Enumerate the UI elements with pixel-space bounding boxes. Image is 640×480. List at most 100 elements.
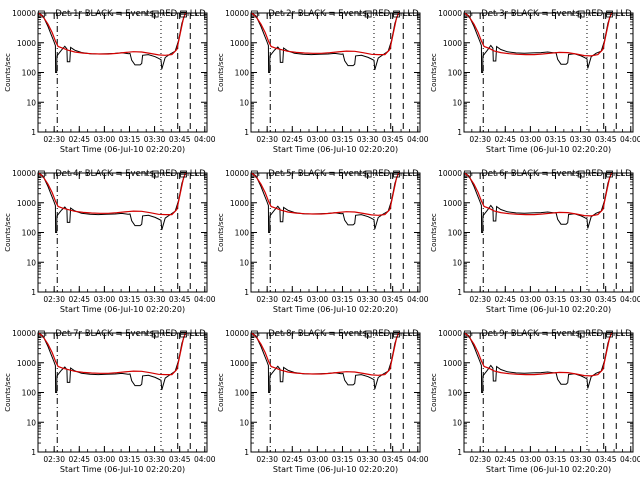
plot-panel: 1 10 100 1000 10000 02:30 02:45 03:00 03:15 03:30… (217, 329, 429, 474)
plot-frame (463, 172, 634, 293)
saturation-marker (577, 10, 585, 18)
saturation-marker (577, 170, 585, 178)
x-tick-label: 03:45 (169, 135, 191, 144)
x-tick-label: 04:00 (194, 455, 216, 464)
x-tick-label: 03:45 (595, 295, 617, 304)
saturation-marker (180, 330, 187, 338)
y-tick-label: 1 (244, 448, 249, 457)
y-axis-label: Counts/sec (430, 53, 438, 92)
y-tick-label: 1 (31, 128, 36, 137)
plot-frame (463, 12, 634, 133)
plot-frame (250, 172, 421, 293)
x-tick-label: 03:30 (570, 295, 592, 304)
plot-frame (463, 332, 634, 453)
lld-series-line (38, 333, 187, 376)
saturation-marker (250, 10, 258, 18)
x-tick-label: 03:30 (144, 455, 166, 464)
x-tick-label: 03:00 (520, 295, 542, 304)
saturation-marker (606, 330, 613, 338)
x-tick-label: 02:45 (68, 135, 90, 144)
saturation-marker (606, 170, 613, 178)
y-tick-label: 100 (22, 389, 37, 398)
events-series-line (251, 13, 401, 73)
x-tick-label: 03:00 (307, 135, 329, 144)
x-tick-label: 03:00 (94, 455, 116, 464)
y-axis-label: Counts/sec (4, 373, 12, 412)
lld-series-line (251, 333, 400, 376)
saturation-marker (364, 170, 372, 178)
x-tick-label: 03:45 (169, 295, 191, 304)
x-tick-label: 03:15 (119, 295, 141, 304)
events-series-line (464, 333, 614, 393)
x-tick-label: 03:15 (332, 455, 354, 464)
y-tick-label: 1 (457, 288, 462, 297)
y-tick-label: 10000 (225, 169, 249, 178)
saturation-marker (393, 330, 400, 338)
plot-title: Det 7r BLACK = Events, RED = LLD (55, 329, 206, 339)
x-tick-label: 03:30 (144, 295, 166, 304)
x-tick-label: 03:00 (94, 135, 116, 144)
saturation-marker (151, 330, 159, 338)
x-tick-label: 03:45 (382, 295, 404, 304)
x-tick-label: 02:45 (494, 295, 516, 304)
x-tick-label: 02:30 (469, 295, 491, 304)
x-tick-label: 03:45 (382, 135, 404, 144)
lld-series-line (38, 13, 187, 56)
x-tick-label: 03:15 (119, 455, 141, 464)
x-tick-label: 02:30 (256, 295, 278, 304)
x-tick-label: 03:00 (94, 295, 116, 304)
plot-title: Det 3r BLACK = Events, RED = LLD (481, 9, 632, 19)
plot-title: Det 5r BLACK = Events, RED = LLD (268, 169, 419, 179)
x-tick-label: 04:00 (407, 135, 429, 144)
x-tick-label: 03:45 (595, 455, 617, 464)
x-tick-label: 04:00 (620, 135, 640, 144)
saturation-marker (37, 10, 45, 18)
y-tick-label: 10000 (12, 329, 36, 338)
y-tick-label: 1000 (443, 199, 462, 208)
x-tick-label: 04:00 (620, 295, 640, 304)
events-series-line (251, 173, 401, 233)
y-tick-label: 1 (244, 128, 249, 137)
plot-frame (250, 12, 421, 133)
plot-panel: 1 10 100 1000 10000 02:30 02:45 03:00 03:15 03:30… (217, 169, 429, 314)
x-tick-label: 04:00 (407, 295, 429, 304)
plot-title: Det 4r BLACK = Events, RED = LLD (55, 169, 206, 179)
x-tick-label: 03:15 (545, 455, 567, 464)
saturation-marker (393, 10, 400, 18)
y-tick-label: 1000 (443, 359, 462, 368)
y-tick-label: 1 (457, 128, 462, 137)
x-axis-label: Start Time (06-Jul-10 02:20:20) (60, 305, 185, 314)
y-axis-label: Counts/sec (217, 373, 225, 412)
saturation-marker (250, 170, 258, 178)
saturation-marker (577, 330, 585, 338)
events-series-line (251, 333, 401, 393)
y-tick-label: 10 (26, 258, 36, 267)
y-axis-label: Counts/sec (430, 373, 438, 412)
plot-frame (37, 12, 208, 133)
y-tick-label: 1000 (17, 359, 36, 368)
y-tick-label: 100 (22, 229, 37, 238)
y-tick-label: 1000 (230, 199, 249, 208)
y-tick-label: 1000 (17, 199, 36, 208)
plot-title: Det 1r BLACK = Events, RED = LLD (55, 9, 206, 19)
y-tick-label: 100 (235, 389, 250, 398)
saturation-marker (463, 10, 471, 18)
plot-panel: 1 10 100 1000 10000 02:30 02:45 03:00 03:15 03:30… (217, 9, 429, 154)
x-tick-label: 03:45 (169, 455, 191, 464)
x-tick-label: 02:45 (68, 295, 90, 304)
x-tick-label: 04:00 (620, 455, 640, 464)
y-tick-label: 100 (235, 229, 250, 238)
y-axis-label: Counts/sec (4, 213, 12, 252)
x-axis-label: Start Time (06-Jul-10 02:20:20) (273, 145, 398, 154)
saturation-marker (37, 170, 45, 178)
y-tick-label: 10000 (12, 9, 36, 18)
saturation-marker (606, 10, 613, 18)
plot-frame (250, 332, 421, 453)
saturation-marker (250, 330, 258, 338)
events-series-line (38, 333, 188, 393)
y-tick-label: 1000 (230, 39, 249, 48)
y-axis-label: Counts/sec (4, 53, 12, 92)
x-tick-label: 03:00 (520, 455, 542, 464)
x-tick-label: 03:30 (570, 135, 592, 144)
